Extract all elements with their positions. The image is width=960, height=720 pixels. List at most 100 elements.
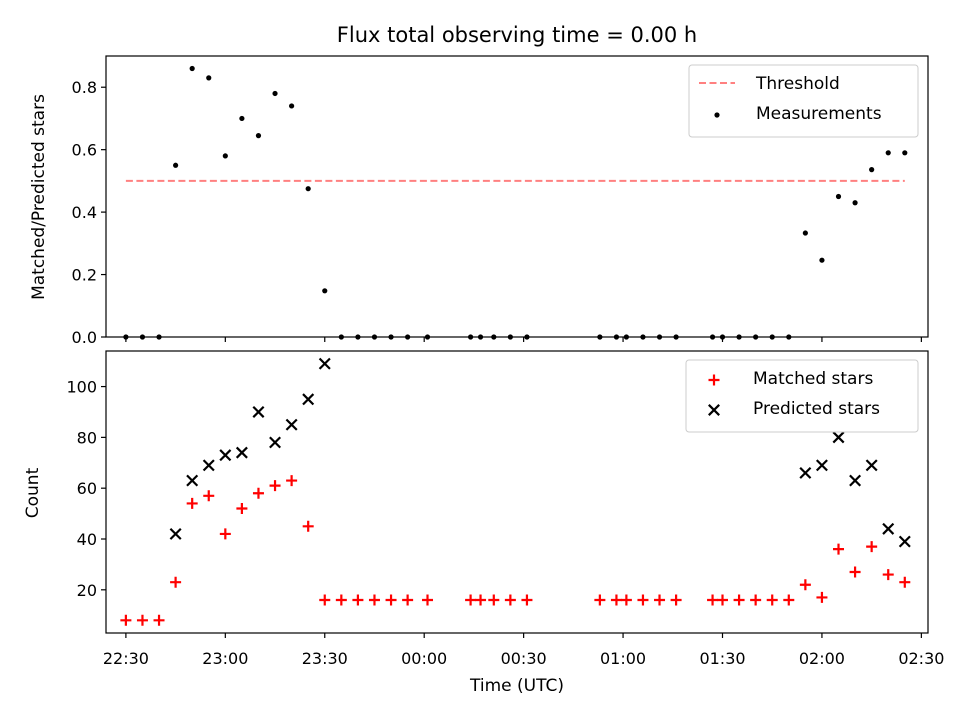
measurements-marker (255, 133, 262, 139)
measurements-marker (322, 288, 328, 294)
measurements-marker (802, 230, 808, 236)
matched-stars-legend-label: Matched stars (753, 369, 873, 389)
matched-stars-marker (833, 543, 845, 555)
matched-stars-marker (610, 594, 622, 606)
matched-stars-marker (866, 541, 878, 553)
top-y-tick-label: 0.8 (72, 78, 97, 97)
bottom-axes-frame (105, 350, 929, 634)
threshold-legend-label: Threshold (755, 74, 840, 94)
matched-stars-marker (849, 566, 861, 578)
x-tick-label: 02:30 (898, 649, 944, 668)
matched-stars-marker (335, 594, 347, 606)
top-legend-box (688, 64, 919, 138)
matched-stars-marker (186, 497, 198, 509)
matched-stars-marker (707, 594, 719, 606)
matched-stars-marker (816, 591, 828, 603)
x-tick-label: 22:30 (103, 649, 149, 668)
bottom-chart-x-axis-label: Time (UTC) (469, 676, 564, 696)
measurements-marker (885, 150, 891, 156)
bottom-plot-area: 20 40 60 80 100 22:30 23:00 23:30 00:00 00:30 01:0… (66, 350, 944, 668)
matched-stars-marker (219, 528, 231, 540)
matched-stars-marker (422, 594, 434, 606)
bottom-legend: Matched stars Predicted stars (685, 359, 919, 433)
measurements-legend-handle (714, 112, 720, 118)
x-tick-label: 02:00 (799, 649, 845, 668)
top-y-tick-label: 0.2 (72, 266, 97, 285)
top-legend: Threshold Measurements (688, 64, 919, 138)
predicted-stars-legend-handle (708, 404, 720, 416)
predicted-stars-marker (219, 449, 232, 462)
predicted-stars-marker (302, 393, 315, 406)
matched-stars-marker (170, 576, 182, 588)
bottom-chart-y-axis-label: Count (23, 467, 43, 518)
predicted-stars-marker (186, 474, 199, 487)
matched-stars-marker (594, 594, 606, 606)
matched-stars-marker (120, 614, 132, 626)
bottom-y-tick-label: 20 (77, 581, 97, 600)
matched-stars-marker (475, 594, 487, 606)
predicted-stars-marker (202, 459, 215, 472)
predicted-stars-marker (799, 466, 812, 479)
x-tick-label: 01:00 (600, 649, 646, 668)
measurements-marker (819, 257, 825, 263)
measurements-marker (902, 150, 908, 156)
measurements-marker (222, 153, 228, 159)
top-y-tick-label: 0.4 (72, 203, 97, 222)
x-tick-label: 23:00 (202, 649, 248, 668)
measurements-marker (852, 200, 858, 206)
predicted-stars-marker (285, 418, 298, 431)
matched-stars-legend-handle (708, 374, 720, 386)
top-axes-frame (105, 55, 929, 338)
matched-stars-marker (368, 594, 380, 606)
predicted-stars-marker (865, 459, 878, 472)
matched-stars-marker (252, 487, 264, 499)
measurements-marker (289, 103, 295, 109)
matched-stars-marker (521, 594, 533, 606)
predicted-stars-marker (169, 527, 182, 540)
matched-stars-marker (302, 520, 314, 532)
x-tick-label: 00:30 (501, 649, 547, 668)
measurements-marker (272, 90, 278, 97)
matched-stars-marker (488, 594, 500, 606)
bottom-legend-box (685, 359, 919, 433)
measurements-marker (239, 115, 245, 122)
measurements-marker (869, 167, 875, 173)
matched-stars-marker (465, 594, 477, 606)
predicted-stars-legend-label: Predicted stars (753, 399, 880, 419)
matched-stars-marker (637, 594, 649, 606)
predicted-stars-marker (898, 535, 911, 548)
predicted-stars-marker (815, 459, 828, 472)
matched-stars-marker (717, 594, 728, 606)
matched-stars-marker (899, 576, 911, 588)
predicted-stars-marker (318, 357, 331, 370)
matched-stars-marker (385, 594, 397, 606)
bottom-y-tick-label: 40 (77, 530, 97, 549)
matched-stars-marker (352, 594, 364, 606)
measurements-legend-label: Measurements (756, 104, 882, 124)
matched-stars-marker (203, 490, 215, 502)
matched-stars-marker (799, 579, 811, 591)
predicted-stars-marker (849, 474, 862, 487)
bottom-y-tick-label: 60 (77, 479, 97, 498)
measurements-marker (189, 65, 195, 72)
matched-stars-marker (620, 594, 632, 606)
matched-stars-marker (670, 594, 682, 606)
matched-stars-marker (504, 594, 516, 606)
top-plot-area: 0.0 0.2 0.4 0.6 0.8 Threshold Measurements (72, 55, 929, 347)
matched-stars-marker (882, 569, 894, 581)
matched-stars-marker (733, 594, 745, 606)
top-y-tick-label: 0.0 (72, 328, 97, 347)
matched-stars-marker (286, 475, 298, 487)
measurements-marker (835, 193, 842, 200)
x-tick-label: 01:30 (699, 649, 745, 668)
matched-stars-marker (750, 594, 762, 606)
predicted-stars-marker (269, 436, 282, 449)
x-tick-label: 23:30 (302, 649, 348, 668)
matched-stars-marker (402, 594, 414, 606)
matched-stars-marker (236, 503, 248, 515)
top-chart-title: Flux total observing time = 0.00 h (337, 23, 697, 47)
matched-stars-marker (783, 594, 795, 606)
predicted-stars-marker (252, 405, 265, 418)
x-tick-label: 00:00 (401, 649, 447, 668)
